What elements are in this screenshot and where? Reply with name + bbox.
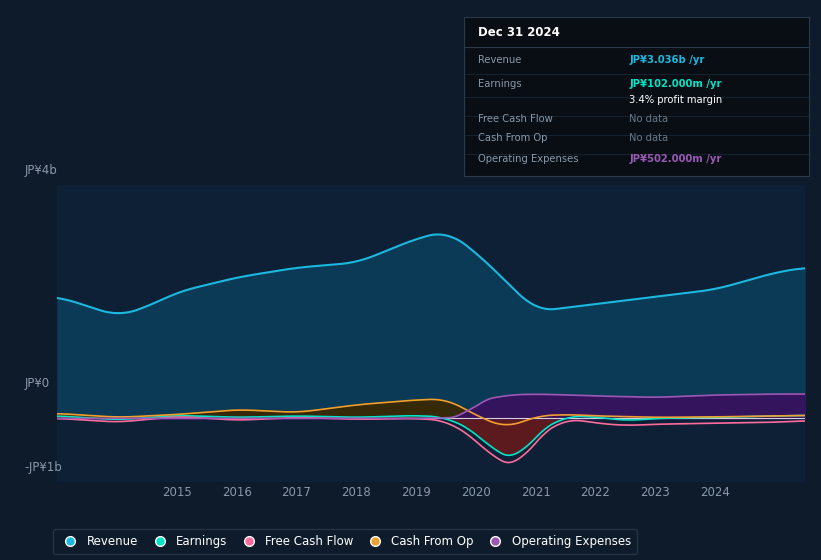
Legend: Revenue, Earnings, Free Cash Flow, Cash From Op, Operating Expenses: Revenue, Earnings, Free Cash Flow, Cash … — [53, 529, 637, 554]
Text: Earnings: Earnings — [478, 79, 521, 89]
Text: No data: No data — [630, 114, 668, 124]
Text: Dec 31 2024: Dec 31 2024 — [478, 26, 560, 39]
Text: JP¥502.000m /yr: JP¥502.000m /yr — [630, 154, 722, 164]
Text: Revenue: Revenue — [478, 55, 521, 65]
Text: 3.4% profit margin: 3.4% profit margin — [630, 95, 722, 105]
Text: JP¥0: JP¥0 — [25, 377, 50, 390]
Text: JP¥102.000m /yr: JP¥102.000m /yr — [630, 79, 722, 89]
Text: -JP¥1b: -JP¥1b — [25, 461, 62, 474]
Text: JP¥4b: JP¥4b — [25, 164, 57, 178]
Text: Operating Expenses: Operating Expenses — [478, 154, 578, 164]
Text: Cash From Op: Cash From Op — [478, 133, 547, 143]
Text: Free Cash Flow: Free Cash Flow — [478, 114, 553, 124]
Text: No data: No data — [630, 133, 668, 143]
Text: JP¥3.036b /yr: JP¥3.036b /yr — [630, 55, 704, 65]
